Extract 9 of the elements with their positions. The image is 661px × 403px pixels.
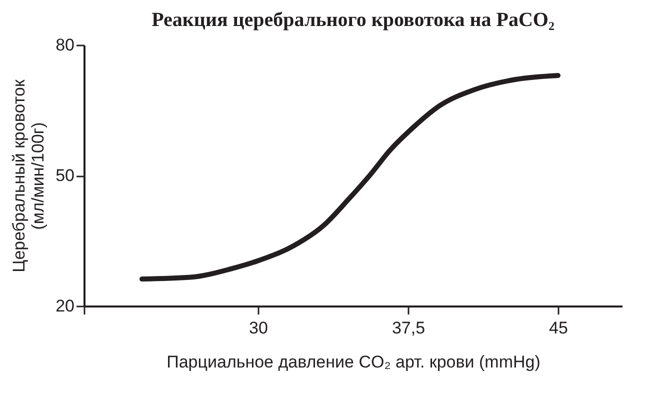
y-tick-label: 50 <box>56 166 74 185</box>
x-tick-label: 30 <box>249 318 268 338</box>
chart-title: Реакция церебрального кровотока на PaCO₂ <box>152 9 554 31</box>
x-axis-title: Парциальное давление CO₂ арт. крови (mmHg) <box>166 352 540 372</box>
y-tick-label: 80 <box>56 36 74 54</box>
y-tick-label: 20 <box>56 296 74 316</box>
x-tick-label: 37,5 <box>392 318 426 338</box>
x-tick-label: 45 <box>549 318 568 338</box>
y-axis-title: Церебральный кровоток (мл/мин/100г) <box>10 79 48 272</box>
